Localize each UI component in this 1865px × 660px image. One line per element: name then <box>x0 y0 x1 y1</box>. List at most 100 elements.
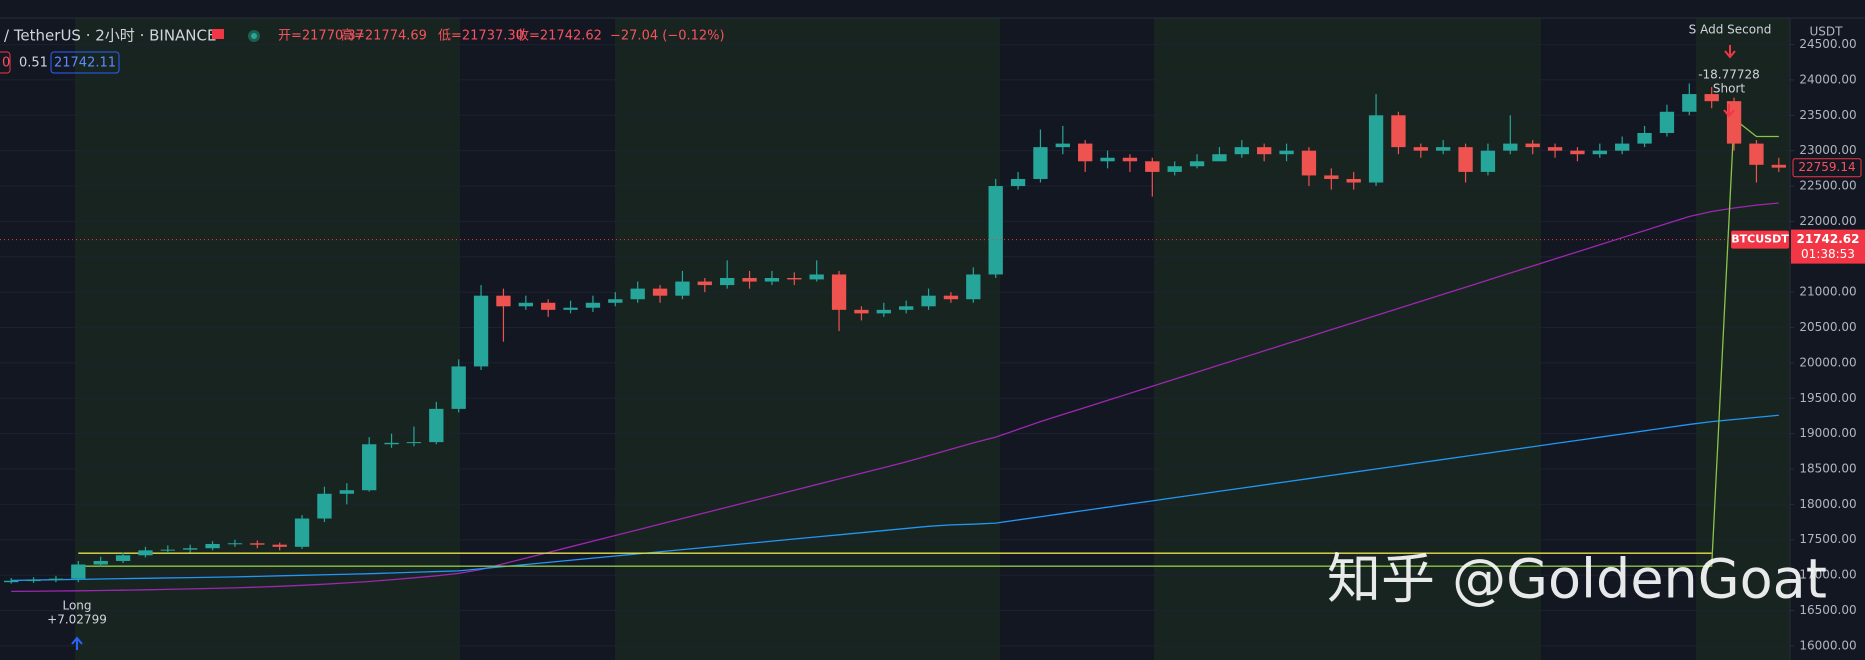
candle-body <box>1704 94 1719 102</box>
y-tick-label: 23000.00 <box>1799 143 1856 157</box>
flag-icon[interactable] <box>212 29 224 39</box>
candle-body <box>227 543 243 545</box>
candle-body <box>899 306 914 310</box>
indicator-box <box>50 51 120 74</box>
y-tick-label: 18000.00 <box>1799 497 1856 511</box>
ohlc-high: 高=21774.69 <box>341 28 427 44</box>
candle-body <box>1771 164 1786 168</box>
candle-body <box>473 295 489 367</box>
candle-body <box>809 274 824 280</box>
indicator-value: 0.51 <box>19 56 48 71</box>
candle-body <box>1346 178 1361 183</box>
candle-body <box>854 309 869 314</box>
plot <box>0 83 1790 593</box>
candle-body <box>205 543 220 549</box>
candle-body <box>1726 101 1742 144</box>
candle-body <box>831 274 847 310</box>
candle-body <box>1413 147 1428 151</box>
candle-body <box>563 307 578 310</box>
y-tick-label: 20000.00 <box>1799 355 1856 369</box>
y-tick-label: 17500.00 <box>1799 532 1856 546</box>
y-tick-label: 19500.00 <box>1799 391 1856 405</box>
annotation: S Add Second <box>1689 23 1772 37</box>
annotation: +7.02799 <box>47 613 107 627</box>
candle-body <box>138 550 153 556</box>
candle-body <box>943 295 959 300</box>
y-tick-label: 19000.00 <box>1799 426 1856 440</box>
candle-body <box>4 580 19 583</box>
session <box>615 18 1000 660</box>
watermark: 知乎 @GoldenGoat <box>1327 548 1827 611</box>
candle-body <box>1301 150 1317 176</box>
candle-body <box>1033 147 1048 179</box>
candle-body <box>1525 143 1540 148</box>
y-tick-label: 24000.00 <box>1799 72 1856 86</box>
symbol-tag <box>1731 230 1789 249</box>
last-price-tag <box>1792 158 1862 178</box>
candle-body <box>675 281 690 296</box>
candle-body <box>1547 147 1563 151</box>
ohlc-change: −27.04 (−0.12%) <box>610 29 725 44</box>
price-axis-labels: 16000.00 16500.00 17000.00 17500.00 18000.00… <box>1790 37 1857 652</box>
candle-body <box>608 299 623 303</box>
symbol-label: BTCUSDT <box>1731 233 1789 246</box>
candle-body <box>1078 143 1093 162</box>
candle-body <box>720 278 735 286</box>
candle-body <box>1010 178 1026 187</box>
candle-body <box>183 548 198 550</box>
price-tag <box>1791 229 1865 264</box>
candle-body <box>1659 111 1675 133</box>
candle-body <box>585 302 601 308</box>
candle-body <box>160 549 175 551</box>
price-label: 21742.62 <box>1796 232 1859 246</box>
candle-body <box>1234 147 1249 155</box>
candle-body <box>362 444 377 491</box>
indicator-line <box>78 117 1779 567</box>
candle-body <box>451 366 466 409</box>
candle-body <box>1189 161 1205 167</box>
candle-body <box>541 302 556 310</box>
candle-body <box>988 186 1003 275</box>
candle-body <box>630 288 645 300</box>
candle-body <box>1436 147 1451 151</box>
indicator-box <box>0 51 11 74</box>
candle-body <box>1503 143 1518 151</box>
ohlc-open: 开=21770.37 <box>278 29 364 44</box>
countdown-label: 01:38:53 <box>1801 247 1855 261</box>
toolbar <box>0 0 1865 18</box>
status-dot-inner <box>251 33 257 39</box>
y-tick-label: 22000.00 <box>1799 214 1856 228</box>
candle-body <box>339 490 354 494</box>
candle-body <box>1368 115 1384 183</box>
candle-body <box>876 309 891 314</box>
symbol[interactable]: / TetherUS · 2小时 · BINANCE <box>4 27 216 45</box>
candle-body <box>1458 147 1473 172</box>
candle-body <box>1682 94 1697 112</box>
candle-body <box>496 295 511 307</box>
candle-body <box>921 295 936 307</box>
y-tick-label: 18500.00 <box>1799 462 1856 476</box>
candle-body <box>1100 157 1115 162</box>
arrow-down <box>1723 104 1735 118</box>
currency[interactable]: USDT <box>1810 25 1844 39</box>
indicator-value: 0 <box>2 56 10 71</box>
candle-body <box>48 578 64 581</box>
candle-body <box>697 281 712 286</box>
candle-body <box>1615 143 1630 151</box>
indicator-value: 21742.11 <box>54 56 116 71</box>
candle-body <box>317 493 332 519</box>
candle-body <box>1212 154 1227 162</box>
candle-body <box>272 544 287 547</box>
annotation: -18.77728 <box>1698 68 1760 82</box>
candle-body <box>742 278 757 282</box>
candle-body <box>406 442 422 444</box>
y-tick-label: 16000.00 <box>1799 638 1856 652</box>
y-tick-label: 17000.00 <box>1799 568 1856 582</box>
last-price-label: 22759.14 <box>1798 160 1855 174</box>
candle-body <box>294 518 310 547</box>
ohlc-close: 收=21742.62 <box>516 29 602 44</box>
indicator-line <box>11 414 1779 582</box>
candle-body <box>1257 147 1272 155</box>
candle-body <box>1145 161 1160 172</box>
